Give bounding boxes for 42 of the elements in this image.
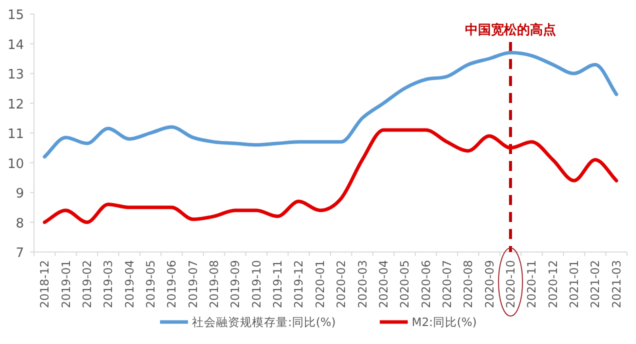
x-tick-label: 2020-08 xyxy=(461,260,476,308)
x-tick-label: 2019-05 xyxy=(143,260,158,308)
x-tick-label: 2020-03 xyxy=(355,260,370,308)
x-tick-label: 2019-01 xyxy=(58,260,73,308)
x-tick-label: 2020-06 xyxy=(418,260,433,308)
x-tick-label: 2020-05 xyxy=(398,260,412,308)
x-tick-label: 2019-07 xyxy=(186,260,200,308)
y-tick-label: 9 xyxy=(16,186,24,202)
x-tick-label: 2021-02 xyxy=(588,260,602,308)
y-tick-label: 13 xyxy=(7,68,24,82)
x-tick-label: 2019-12 xyxy=(292,260,306,308)
legend-label: M2:同比(%) xyxy=(412,315,477,329)
line-series xyxy=(42,50,618,159)
y-tick-label: 7 xyxy=(16,246,24,261)
line-series xyxy=(42,128,618,224)
x-tick-label: 2021-01 xyxy=(567,260,582,308)
x-tick-label: 2020-07 xyxy=(440,260,454,308)
x-tick-label: 2020-02 xyxy=(334,260,348,308)
x-tick-label: 2019-03 xyxy=(101,260,116,308)
y-tick-label: 12 xyxy=(7,97,24,112)
x-tick-label: 2019-09 xyxy=(228,260,242,308)
x-tick-label: 2020-09 xyxy=(482,260,496,308)
x-tick-label: 2019-11 xyxy=(270,260,285,308)
x-tick-label: 2020-10 xyxy=(504,260,518,308)
x-tick-label: 2020-12 xyxy=(546,260,560,308)
x-tick-label: 2021-03 xyxy=(609,260,624,308)
x-tick-label: 2020-04 xyxy=(376,260,390,308)
y-tick-label: 10 xyxy=(7,156,24,172)
x-tick-label: 2020-01 xyxy=(312,260,327,308)
ref-line-label: 中国宽松的高点 xyxy=(465,22,556,38)
x-tick-label: 2018-12 xyxy=(38,260,52,308)
x-tick-label: 2020-11 xyxy=(524,260,539,308)
x-tick-label: 2019-08 xyxy=(207,260,222,308)
x-tick-label: 2019-10 xyxy=(249,260,264,308)
x-tick-label: 2019-02 xyxy=(80,260,94,308)
y-tick-label: 15 xyxy=(7,8,24,23)
x-tick-label: 2019-06 xyxy=(164,260,179,308)
y-tick-label: 11 xyxy=(7,127,24,142)
legend-label: 社会融资规模存量:同比(%) xyxy=(192,315,336,329)
x-tick-label: 2019-04 xyxy=(122,260,136,308)
y-tick-label: 14 xyxy=(7,38,24,53)
y-tick-label: 8 xyxy=(16,216,24,232)
